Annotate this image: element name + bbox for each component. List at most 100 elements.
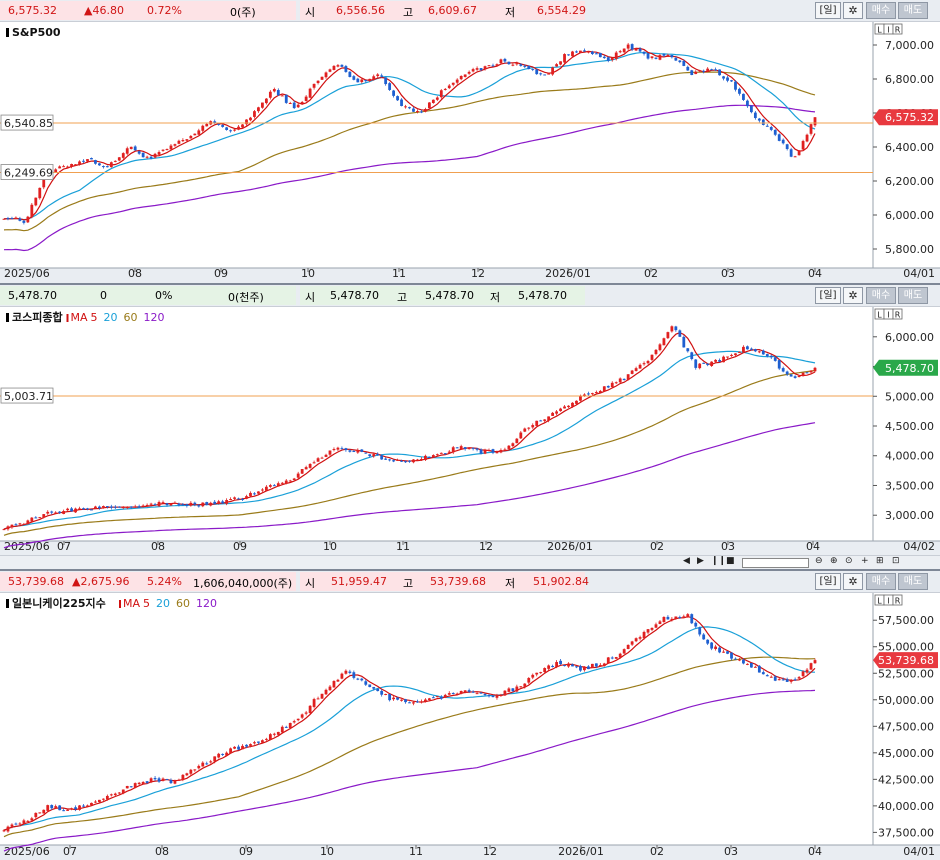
candle-up bbox=[272, 89, 276, 92]
candle-up bbox=[78, 161, 81, 164]
candle-up bbox=[646, 629, 650, 633]
candle-down bbox=[686, 348, 690, 352]
candle-up bbox=[153, 153, 157, 158]
kospi-settings-button[interactable]: ✲ bbox=[843, 287, 863, 304]
candle-up bbox=[805, 669, 809, 673]
x-tick-label: 11 bbox=[392, 267, 406, 280]
ma5-line bbox=[3, 47, 816, 221]
candle-up bbox=[706, 68, 710, 72]
y-tick-label: 6,000.00 bbox=[885, 209, 934, 222]
candle-down bbox=[531, 68, 535, 70]
candle-up bbox=[177, 779, 181, 781]
candle-up bbox=[10, 524, 14, 528]
candle-up bbox=[62, 166, 66, 168]
candle-up bbox=[308, 464, 312, 468]
candle-down bbox=[241, 498, 244, 500]
x-tick-label: 08 bbox=[128, 267, 142, 280]
candle-down bbox=[539, 420, 543, 422]
nikkei-settings-button[interactable]: ✲ bbox=[843, 573, 863, 590]
candle-up bbox=[336, 65, 340, 67]
pause-icon[interactable]: ❙❙ bbox=[711, 556, 727, 566]
candle-up bbox=[129, 146, 133, 150]
zoom-reset-icon[interactable]: ⊙ bbox=[845, 556, 853, 566]
candle-up bbox=[78, 508, 81, 510]
candle-up bbox=[650, 627, 654, 630]
candle-up bbox=[579, 50, 582, 53]
scroll-left-icon[interactable]: ◀ bbox=[683, 556, 690, 566]
spx-chart[interactable]: 7,000.006,800.006,600.006,400.006,200.00… bbox=[0, 22, 940, 283]
candle-down bbox=[694, 622, 698, 627]
kospi-period-button[interactable]: [일] bbox=[815, 287, 841, 304]
candle-up bbox=[809, 663, 813, 670]
spx-change: ▲46.80 bbox=[84, 4, 124, 17]
candle-up bbox=[328, 686, 332, 691]
candle-up bbox=[249, 492, 252, 497]
candle-down bbox=[221, 501, 225, 504]
nikkei-sell-button[interactable]: 매도 bbox=[898, 573, 928, 590]
end-date-label: 04/02 bbox=[903, 540, 935, 553]
panel-divider[interactable] bbox=[0, 283, 940, 285]
candle-down bbox=[94, 160, 97, 164]
candle-down bbox=[793, 376, 797, 378]
spx-settings-button[interactable]: ✲ bbox=[843, 2, 863, 19]
candle-down bbox=[165, 503, 169, 506]
candle-down bbox=[368, 454, 372, 457]
nikkei-chart[interactable]: 57,500.00 55,000.00 52,500.00 50,000.00 47,5… bbox=[0, 593, 940, 860]
x-tick-label: 2025/06 bbox=[4, 845, 50, 858]
scroll-right-icon[interactable]: ▶ bbox=[697, 556, 704, 566]
candle-up bbox=[292, 478, 296, 481]
window-icon[interactable]: ⊡ bbox=[892, 556, 900, 566]
candle-up bbox=[670, 326, 674, 332]
candle-down bbox=[781, 679, 785, 681]
candle-down bbox=[82, 508, 85, 510]
candle-up bbox=[280, 95, 284, 97]
x-tick-label: 04 bbox=[806, 540, 820, 553]
candle-down bbox=[408, 460, 411, 462]
y-tick-label: 40,000.00 bbox=[878, 800, 934, 813]
candle-down bbox=[360, 449, 364, 452]
candle-up bbox=[471, 69, 475, 72]
candle-up bbox=[789, 680, 793, 682]
kospi-chart[interactable]: 6,000.005,500.005,000.004,500.004,000.00… bbox=[0, 307, 940, 555]
candle-up bbox=[571, 402, 574, 407]
layout-icon[interactable]: ⊞ bbox=[876, 556, 884, 566]
candle-down bbox=[471, 691, 475, 693]
candle-down bbox=[213, 501, 217, 504]
candle-up bbox=[332, 65, 336, 70]
add-icon[interactable]: + bbox=[861, 556, 869, 566]
candle-up bbox=[109, 794, 113, 796]
y-tick-label: 37,500.00 bbox=[878, 826, 934, 839]
nikkei-buy-button[interactable]: 매수 bbox=[866, 573, 896, 590]
nikkei-price: 53,739.68 bbox=[8, 575, 64, 588]
kospi-open-label: 시 bbox=[305, 291, 316, 304]
spx-buy-button[interactable]: 매수 bbox=[866, 2, 896, 19]
candle-down bbox=[58, 805, 62, 811]
spx-sell-button[interactable]: 매도 bbox=[898, 2, 928, 19]
candle-up bbox=[197, 765, 201, 769]
candle-up bbox=[642, 631, 646, 639]
axis-mode-label: R bbox=[895, 597, 901, 606]
candle-up bbox=[797, 375, 801, 378]
candle-down bbox=[594, 663, 598, 667]
zoom-slider[interactable] bbox=[742, 558, 809, 568]
candle-up bbox=[18, 823, 22, 825]
axis-mode-label: I bbox=[887, 311, 889, 320]
x-axis-area bbox=[0, 541, 940, 555]
kospi-sell-button[interactable]: 매도 bbox=[898, 287, 928, 304]
nikkei-high: 53,739.68 bbox=[430, 575, 486, 588]
candle-up bbox=[193, 769, 197, 771]
candle-up bbox=[797, 150, 801, 156]
candle-up bbox=[447, 85, 451, 89]
zoom-in-icon[interactable]: ⊕ bbox=[830, 556, 838, 566]
candle-down bbox=[575, 51, 578, 53]
spx-period-button[interactable]: [일] bbox=[815, 2, 841, 19]
zoom-out-icon[interactable]: ⊖ bbox=[815, 556, 823, 566]
x-tick-label: 07 bbox=[57, 540, 71, 553]
kospi-buy-button[interactable]: 매수 bbox=[866, 287, 896, 304]
nikkei-period-button[interactable]: [일] bbox=[815, 573, 841, 590]
candle-up bbox=[499, 449, 503, 453]
panel-divider[interactable] bbox=[0, 569, 940, 571]
chart-scrollbar[interactable]: ◀ ▶ ❙❙ ■ ⊖ ⊕ ⊙ + ⊞ ⊡ bbox=[0, 555, 940, 570]
candle-up bbox=[149, 778, 153, 783]
stop-icon[interactable]: ■ bbox=[726, 556, 735, 566]
